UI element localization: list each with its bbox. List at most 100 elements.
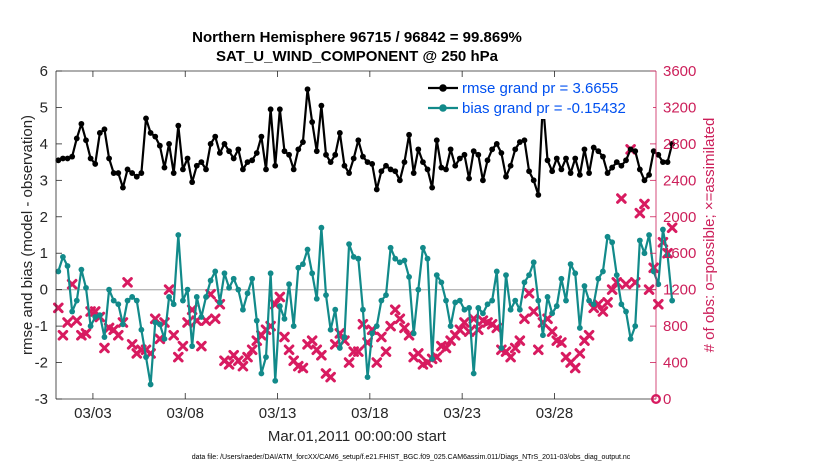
bias-point <box>193 294 200 300</box>
rmse-point <box>558 166 565 173</box>
rmse-point <box>461 151 468 158</box>
data-point-assimilated <box>237 360 249 372</box>
bias-point <box>106 286 112 293</box>
bias-point <box>355 255 362 262</box>
bias-point <box>138 326 145 333</box>
bias-point <box>263 354 269 360</box>
rmse-point <box>300 139 306 145</box>
bias-point <box>101 334 108 340</box>
rmse-point <box>64 155 71 162</box>
data-point-assimilated <box>514 335 526 346</box>
bias-point <box>530 259 537 266</box>
data-point-assimilated <box>533 344 544 356</box>
bias-point <box>576 325 583 331</box>
bias-point <box>484 301 491 308</box>
bias-point <box>447 323 454 330</box>
rmse-point <box>193 162 200 169</box>
rmse-point <box>212 133 219 140</box>
rmse-point <box>567 170 574 176</box>
x-tick-label: 03/03 <box>74 405 112 422</box>
data-point-assimilated <box>306 335 318 346</box>
x-tick-label: 03/23 <box>443 405 481 422</box>
bias-point <box>230 275 237 282</box>
data-point-assimilated <box>509 342 521 354</box>
bias-point <box>489 297 496 304</box>
rmse-point <box>96 130 103 136</box>
rmse-point <box>378 168 385 175</box>
rmse-point <box>240 166 246 173</box>
series-bias <box>55 224 676 388</box>
bias-point <box>438 279 445 286</box>
rmse-point <box>198 159 205 166</box>
bias-point <box>360 306 366 313</box>
rmse-point <box>355 137 362 144</box>
rmse-point <box>646 171 652 178</box>
data-point-assimilated <box>62 317 73 328</box>
rmse-point <box>360 153 366 160</box>
rmse-point <box>249 157 256 164</box>
bias-point <box>198 314 205 320</box>
rmse-point <box>313 148 320 155</box>
rmse-point <box>456 155 463 162</box>
rmse-point <box>618 162 625 169</box>
rmse-point <box>609 164 616 171</box>
bias-point <box>235 286 242 293</box>
rmse-point <box>401 159 408 166</box>
bias-point <box>512 297 519 304</box>
bias-point <box>83 284 89 291</box>
bias-point <box>300 261 306 268</box>
bias-point <box>429 356 436 362</box>
bias-point <box>244 290 251 297</box>
y-right-tick-label: 1600 <box>663 245 696 262</box>
y-tick-label: 5 <box>40 99 48 116</box>
rmse-point <box>101 126 108 133</box>
rmse-point <box>226 148 232 155</box>
bias-point <box>64 263 71 269</box>
data-point-assimilated <box>371 357 383 368</box>
bias-point <box>660 226 666 233</box>
rmse-point <box>493 140 500 147</box>
rmse-point <box>415 146 422 153</box>
bias-point <box>540 332 546 339</box>
rmse-point <box>410 170 417 176</box>
bias-point <box>189 343 196 350</box>
bias-point <box>590 301 597 308</box>
bias-point <box>475 304 482 311</box>
bias-point <box>350 253 357 260</box>
data-point-assimilated <box>99 342 110 354</box>
rmse-point <box>92 161 99 167</box>
data-point-assimilated <box>209 313 221 325</box>
rmse-point <box>572 155 579 162</box>
rmse-point <box>507 162 514 169</box>
rmse-point <box>295 146 302 153</box>
rmse-point <box>641 177 648 184</box>
bias-point <box>572 270 579 277</box>
data-point-assimilated <box>454 324 466 336</box>
bias-point <box>470 370 477 377</box>
bias-point <box>203 294 209 300</box>
rmse-point <box>156 142 163 149</box>
bias-point <box>143 354 149 360</box>
rmse-point <box>586 170 592 176</box>
y-right-tick-label: 2000 <box>663 209 696 226</box>
rmse-point <box>290 166 297 173</box>
y-tick-label: -2 <box>35 355 48 372</box>
data-point-assimilated <box>122 277 133 288</box>
bias-point <box>336 345 343 351</box>
rmse-point <box>600 153 606 160</box>
rmse-point <box>650 148 657 155</box>
bias-point <box>346 241 352 248</box>
y-tick-label: 2 <box>40 209 48 226</box>
bias-point <box>60 253 66 260</box>
bias-point <box>521 279 528 286</box>
rmse-point <box>604 170 611 176</box>
rmse-point <box>553 155 560 162</box>
rmse-point <box>429 184 436 191</box>
data-point-assimilated <box>380 346 392 357</box>
data-point-assimilated <box>399 322 410 334</box>
bias-point <box>609 239 616 246</box>
data-point-assimilated <box>606 284 618 295</box>
rmse-point <box>664 159 671 166</box>
rmse-point <box>152 133 159 140</box>
